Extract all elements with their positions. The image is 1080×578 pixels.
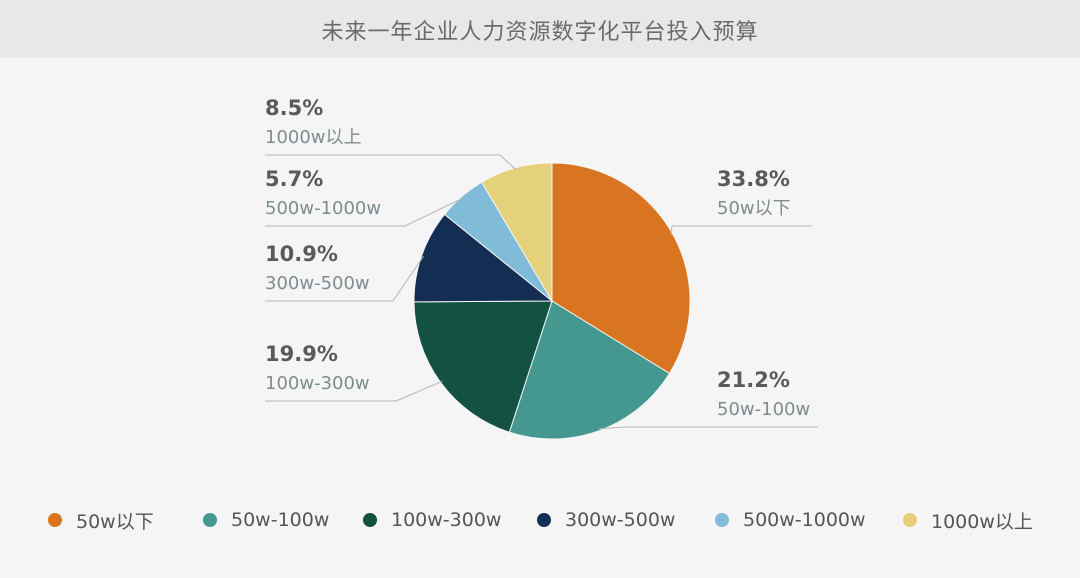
legend-label: 300w-500w (565, 509, 676, 531)
leader-line-4 (265, 255, 425, 302)
legend-swatch (537, 513, 551, 527)
chart-title: 未来一年企业人力资源数字化平台投入预算 (321, 20, 759, 45)
slice-category-label: 1000w以上 (265, 127, 362, 148)
legend-item: 50w以下 (48, 505, 154, 535)
legend-swatch (903, 513, 917, 527)
slice-category-label: 50w以下 (717, 198, 791, 219)
chart-legend: 50w以下 50w-100w 100w-300w 300w-500w 500w-1000… (0, 505, 1080, 535)
legend-item: 50w-100w (203, 505, 329, 535)
leader-line-5 (265, 197, 464, 227)
legend-label: 500w-1000w (743, 509, 866, 531)
slice-percent-label: 21.2% (717, 368, 790, 392)
slice-percent-label: 33.8% (717, 167, 790, 191)
legend-label: 50w以下 (76, 510, 154, 533)
leader-line-6 (265, 154, 517, 171)
slice-category-label: 500w-1000w (265, 198, 381, 219)
legend-label: 1000w以上 (931, 510, 1033, 533)
legend-label: 100w-300w (391, 509, 502, 531)
slice-category-label: 50w-100w (717, 399, 810, 420)
pie-slice-6 (481, 162, 553, 303)
leader-line-2 (598, 426, 818, 430)
pie-slice-4 (413, 213, 554, 303)
legend-swatch (363, 513, 377, 527)
legend-item: 300w-500w (537, 505, 675, 535)
legend-swatch (48, 513, 62, 527)
chart-header: 未来一年企业人力资源数字化平台投入预算 (0, 0, 1080, 58)
slice-percent-label: 19.9% (265, 342, 338, 366)
legend-item: 500w-1000w (715, 505, 866, 535)
slice-category-label: 300w-500w (265, 273, 370, 294)
legend-label: 50w-100w (231, 509, 330, 531)
leader-line-3 (265, 380, 443, 402)
leader-line-1 (670, 225, 812, 235)
legend-swatch (203, 513, 217, 527)
pie-slice-1 (551, 162, 691, 375)
slice-percent-label: 10.9% (265, 242, 338, 266)
legend-item: 100w-300w (363, 505, 501, 535)
pie-slice-2 (508, 300, 671, 440)
slice-category-label: 100w-300w (265, 373, 370, 394)
slice-percent-label: 8.5% (265, 96, 323, 120)
legend-swatch (715, 513, 729, 527)
legend-item: 1000w以上 (903, 505, 1033, 535)
slice-percent-label: 5.7% (265, 167, 323, 191)
